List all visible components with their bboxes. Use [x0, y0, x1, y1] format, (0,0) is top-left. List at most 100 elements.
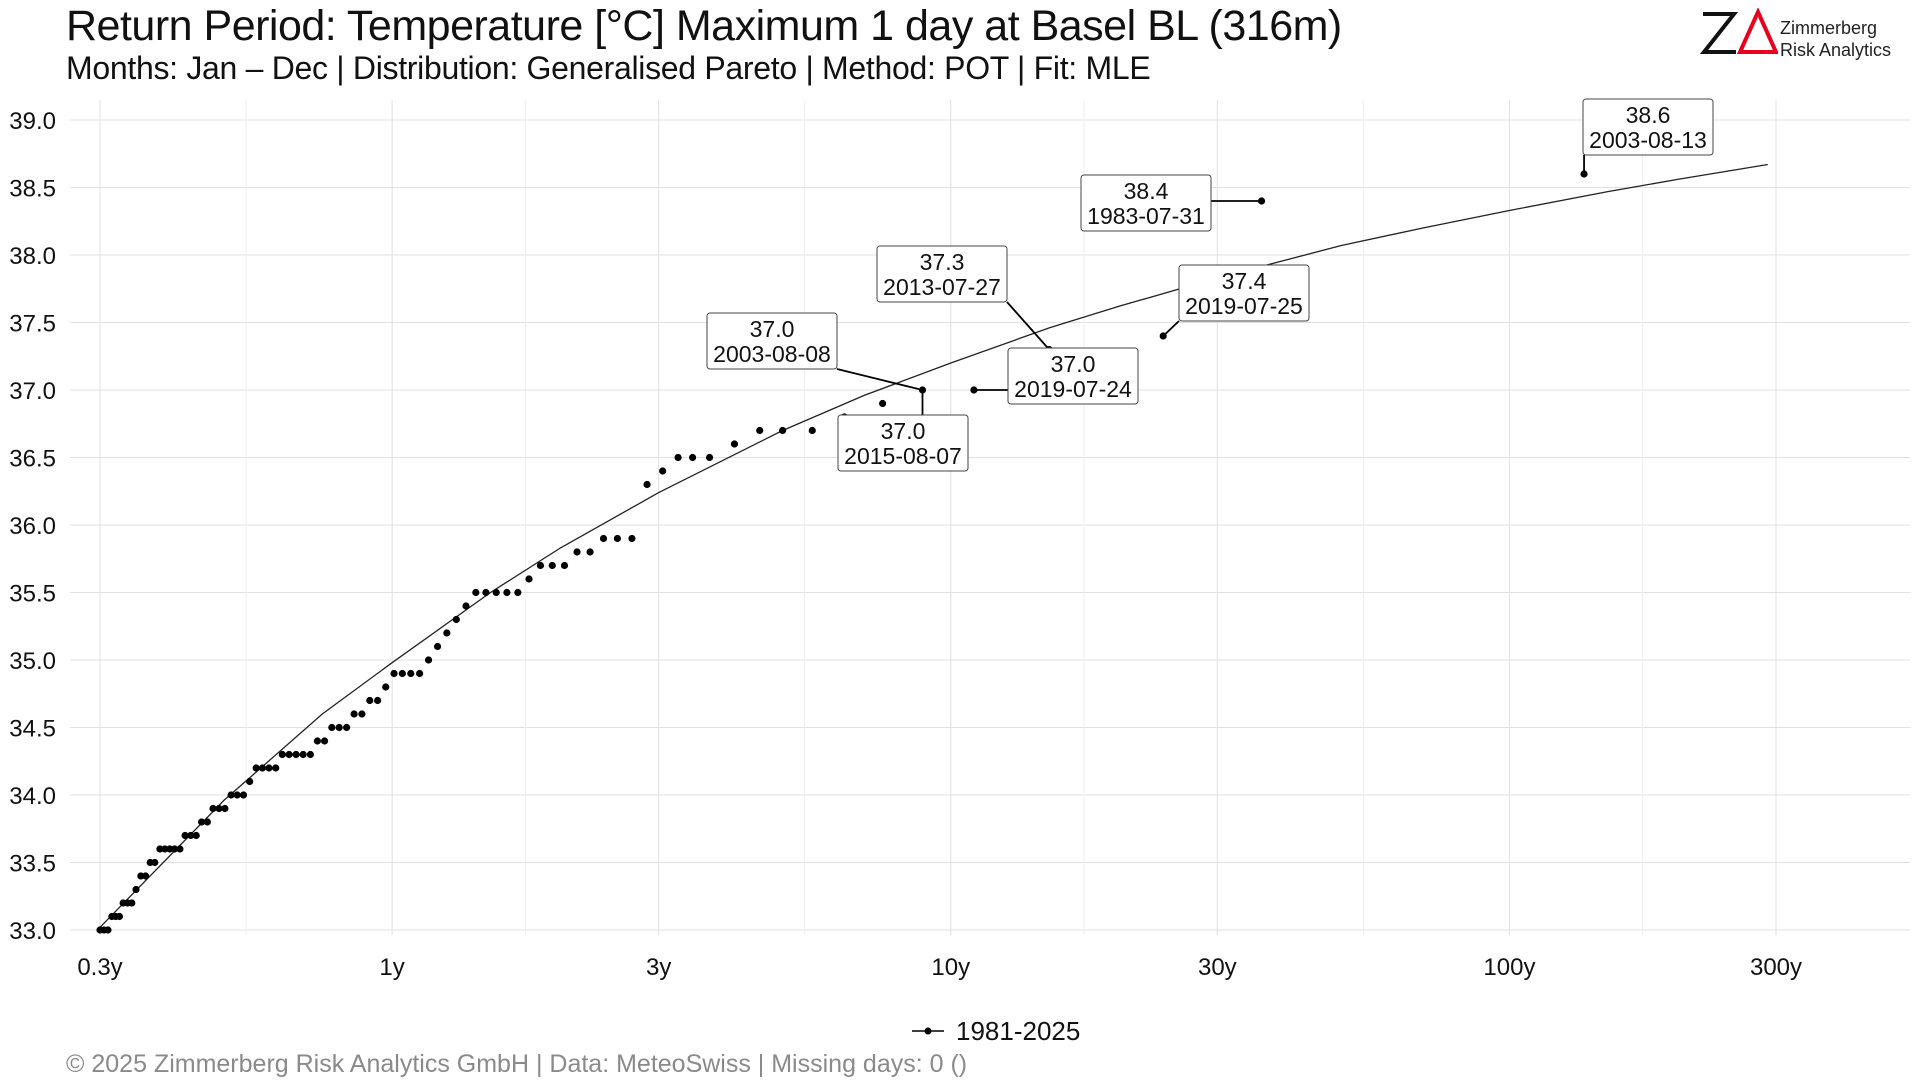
legend-label: 1981-2025 [956, 1016, 1081, 1046]
data-point [221, 804, 229, 813]
data-point [398, 669, 406, 678]
data-point [482, 588, 490, 597]
data-point [265, 764, 273, 772]
annotation-date: 2013-07-27 [883, 274, 1001, 300]
data-point [252, 764, 260, 772]
data-point [407, 669, 415, 678]
data-point [203, 818, 211, 826]
y-tick-label: 34.5 [9, 716, 56, 743]
data-point [187, 831, 195, 840]
data-point [209, 804, 217, 813]
data-point [514, 588, 522, 597]
data-point [181, 831, 189, 840]
data-point [278, 750, 286, 759]
annotation-box [876, 245, 1008, 303]
data-point [674, 453, 682, 462]
annotation-date: 2003-08-08 [713, 341, 831, 367]
data-point [350, 710, 358, 718]
annotation-leader [1006, 301, 1050, 351]
data-point [358, 710, 366, 718]
footer-caption: © 2025 Zimmerberg Risk Analytics GmbH | … [66, 1050, 968, 1078]
annotation-box [1178, 264, 1310, 322]
y-tick-label: 38.5 [9, 176, 56, 203]
data-point [156, 845, 164, 853]
data-point [299, 750, 307, 759]
data-point [462, 602, 470, 610]
data-point [586, 548, 594, 556]
data-point [599, 534, 608, 543]
data-point [443, 629, 451, 637]
chart-title: Return Period: Temperature [°C] Maximum … [66, 2, 1342, 50]
grid [70, 100, 1910, 935]
data-point [306, 750, 314, 759]
data-point [227, 791, 235, 799]
data-point [115, 912, 124, 921]
data-point [548, 561, 556, 570]
data-point [366, 696, 374, 705]
x-tick-label: 100y [1483, 954, 1535, 981]
annotation-box [1582, 98, 1714, 156]
data-point [328, 723, 336, 732]
data-point [525, 575, 533, 583]
data-point [472, 588, 480, 597]
annotation-value: 37.0 [881, 418, 926, 444]
data-point [239, 791, 248, 799]
data-point [104, 926, 112, 934]
data-point [705, 453, 714, 462]
y-tick-label: 39.0 [9, 108, 56, 135]
annotation-date: 2019-07-25 [1185, 293, 1303, 319]
data-point [313, 737, 322, 745]
data-point [452, 615, 460, 624]
data-point [258, 764, 267, 772]
data-point [246, 777, 254, 786]
y-tick-label: 34.0 [9, 783, 56, 810]
logo-company-tagline: Risk Analytics [1780, 40, 1892, 60]
annotation-box [1007, 347, 1139, 405]
annotation-leader [1162, 320, 1180, 337]
y-tick-label: 33.0 [9, 918, 56, 945]
data-point [335, 723, 343, 732]
y-tick-label: 33.5 [9, 851, 56, 878]
y-tick-label: 37.0 [9, 378, 56, 405]
data-point [756, 426, 764, 435]
chart-subtitle: Months: Jan – Dec | Distribution: Genera… [66, 50, 1151, 86]
x-tick-label: 300y [1750, 954, 1802, 981]
annotation-box [1080, 174, 1212, 232]
data-point [272, 764, 280, 772]
data-point [492, 588, 500, 597]
data-points [96, 170, 1588, 934]
data-point [292, 750, 300, 759]
data-point [688, 453, 697, 462]
data-point [730, 440, 739, 448]
data-point [659, 467, 667, 475]
data-point [320, 737, 329, 745]
legend-marker [912, 1027, 944, 1035]
x-tick-label: 3y [646, 954, 671, 981]
data-point [141, 872, 150, 880]
x-tick-label: 0.3y [77, 954, 122, 981]
annotation-value: 38.4 [1124, 178, 1169, 204]
data-point [382, 683, 390, 691]
y-tick-label: 36.5 [9, 446, 56, 473]
x-tick-label: 30y [1198, 954, 1237, 981]
data-point [215, 804, 223, 813]
logo-mark [1700, 8, 1778, 54]
data-point [171, 845, 179, 853]
y-tick-label: 37.5 [9, 311, 56, 338]
data-point [390, 669, 398, 678]
x-tick-label: 10y [931, 954, 970, 981]
data-point [503, 588, 511, 597]
data-point [628, 534, 636, 543]
data-point [573, 548, 581, 556]
annotation-value: 37.4 [1222, 268, 1267, 294]
data-point [536, 561, 545, 570]
data-point [643, 480, 651, 489]
fit-curve [99, 163, 1768, 928]
